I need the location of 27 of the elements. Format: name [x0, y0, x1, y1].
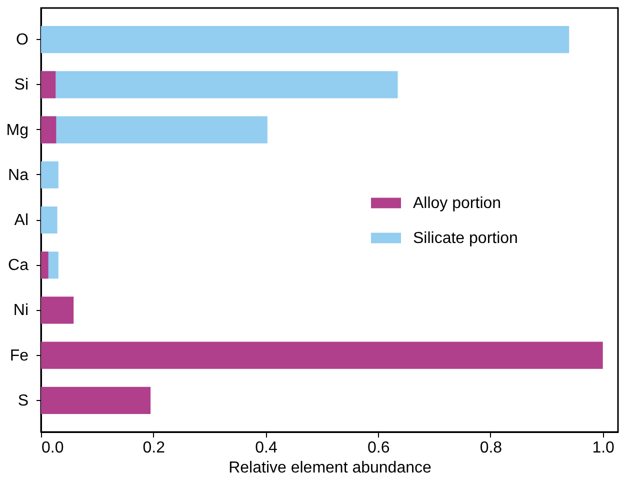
- bar: [41, 342, 603, 369]
- y-tick-label: Ca: [8, 257, 29, 274]
- bar: [41, 116, 56, 144]
- legend-label: Alloy portion: [413, 195, 502, 212]
- x-tick-label: 0.4: [255, 440, 278, 456]
- y-tick-label: Ni: [13, 302, 28, 320]
- x-tick-label: 0.0: [42, 440, 64, 456]
- x-axis-title: Relative element abundance: [228, 460, 432, 476]
- bar: [41, 161, 58, 188]
- y-tick-label: S: [18, 392, 28, 410]
- bar: [41, 386, 151, 414]
- bar: [41, 252, 48, 279]
- bar: [41, 26, 570, 54]
- y-tick-label: O: [16, 32, 28, 49]
- y-tick-label: Mg: [6, 122, 28, 139]
- y-tick-label: Fe: [10, 347, 29, 364]
- x-tick-label: 1.0: [592, 440, 615, 456]
- bar: [41, 296, 74, 324]
- x-tick-label: 0.8: [480, 440, 502, 456]
- y-tick-label: Si: [14, 76, 28, 94]
- legend-label: Silicate portion: [413, 230, 518, 247]
- bar: [41, 206, 58, 234]
- x-tick-label: 0.2: [142, 440, 166, 456]
- x-tick-label: 0.6: [367, 440, 390, 456]
- bar: [41, 71, 56, 98]
- y-tick-label: Na: [8, 166, 29, 184]
- y-tick-label: Al: [14, 212, 28, 229]
